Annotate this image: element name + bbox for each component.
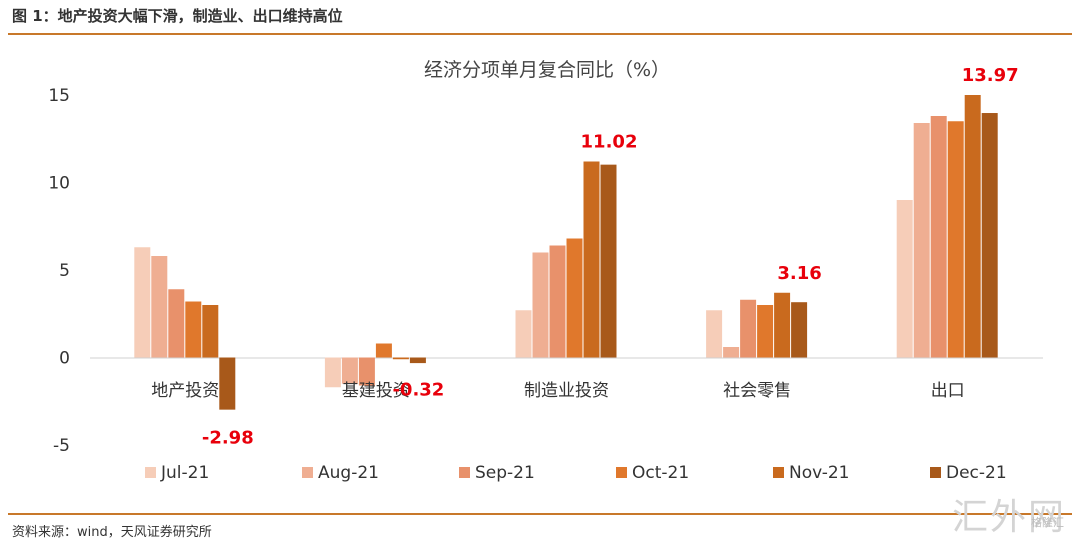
watermark-logo: 汇外网: [951, 497, 1066, 538]
y-tick-label: 5: [59, 261, 70, 281]
bar: [757, 305, 774, 358]
legend-swatch: [459, 467, 470, 478]
bar: [600, 164, 617, 358]
legend-label: Oct-21: [632, 463, 689, 483]
data-label: 13.97: [962, 65, 1019, 86]
bar: [515, 310, 532, 358]
legend-swatch: [616, 467, 627, 478]
y-tick-label: 10: [48, 174, 70, 194]
legend-label: Nov-21: [789, 463, 850, 483]
data-label: -0.32: [392, 380, 444, 401]
bar: [583, 161, 600, 358]
bottom-divider: [8, 513, 1072, 515]
bar: [740, 299, 757, 358]
watermark-sub: 格隆汇: [1031, 516, 1064, 529]
data-label: -2.98: [202, 428, 254, 449]
category-label: 地产投资: [151, 381, 219, 401]
source-note: 资料来源：wind，天风证券研究所: [12, 525, 212, 540]
y-tick-label: 15: [48, 86, 70, 106]
bar: [532, 252, 549, 358]
bar: [566, 238, 583, 358]
bar: [964, 95, 981, 358]
data-label: 3.16: [777, 263, 821, 284]
bar: [202, 305, 219, 358]
category-label: 社会零售: [723, 381, 791, 401]
bar: [930, 116, 947, 358]
figure-title: 图 1：地产投资大幅下滑，制造业、出口维持高位: [12, 7, 343, 25]
bar: [896, 200, 913, 358]
legend-label: Aug-21: [318, 463, 379, 483]
category-label: 基建投资: [342, 381, 410, 401]
bar: [774, 292, 791, 358]
category-label: 制造业投资: [524, 381, 609, 401]
bar: [151, 256, 168, 358]
legend-label: Sep-21: [475, 463, 535, 483]
bar: [409, 357, 426, 364]
bar: [134, 247, 151, 358]
bar: [375, 343, 392, 358]
bar: [723, 347, 740, 358]
bar: [185, 301, 202, 358]
data-label: 11.02: [581, 132, 638, 153]
top-divider: [8, 33, 1072, 35]
legend-swatch: [773, 467, 784, 478]
bar: [981, 113, 998, 358]
bar: [358, 357, 375, 386]
bar: [549, 245, 566, 358]
legend-label: Jul-21: [160, 463, 209, 483]
bar: [392, 357, 409, 360]
legend-swatch: [930, 467, 941, 478]
chart-title: 经济分项单月复合同比（%）: [424, 59, 670, 81]
bar: [341, 357, 358, 384]
bar: [219, 357, 236, 410]
legend-label: Dec-21: [946, 463, 1007, 483]
category-label: 出口: [931, 381, 965, 401]
legend-swatch: [145, 467, 156, 478]
legend-swatch: [302, 467, 313, 478]
y-tick-label: 0: [59, 349, 70, 369]
bar: [913, 123, 930, 358]
bar: [947, 121, 964, 358]
y-tick-label: -5: [53, 436, 70, 456]
bar: [324, 357, 341, 388]
bar: [706, 310, 723, 358]
bar: [168, 289, 185, 358]
bar: [791, 302, 808, 358]
